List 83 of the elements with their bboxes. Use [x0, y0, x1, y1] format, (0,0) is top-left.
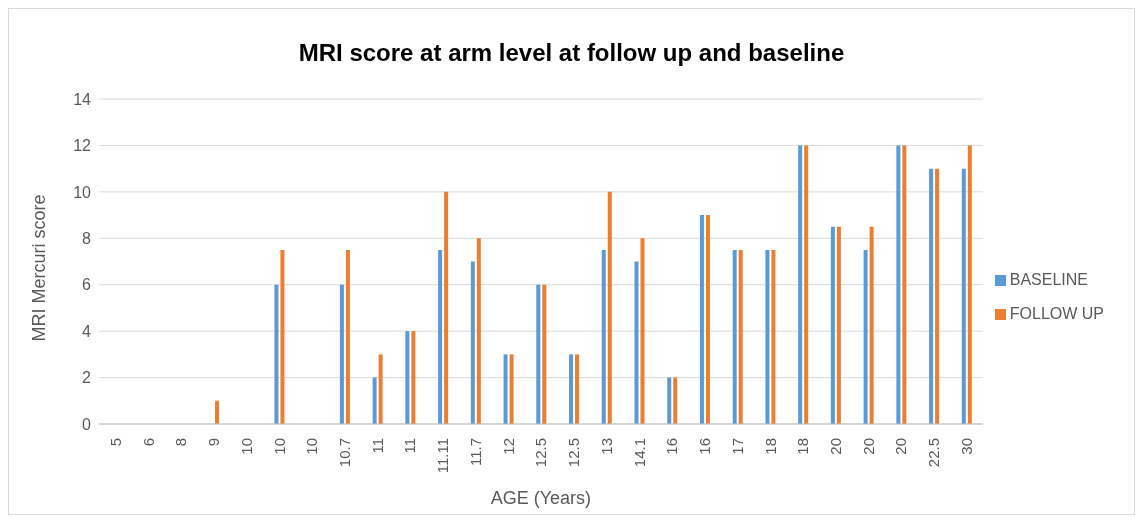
bar — [738, 249, 743, 424]
x-tick-label: 10 — [270, 438, 288, 455]
bar — [869, 226, 874, 424]
y-tick-label: 14 — [73, 90, 92, 108]
bar — [476, 238, 481, 424]
bar — [411, 331, 416, 424]
bar — [967, 145, 972, 424]
legend-label: BASELINE — [1009, 270, 1089, 288]
x-tick-label: 11.7 — [466, 438, 484, 467]
bar — [705, 215, 710, 424]
bar — [575, 354, 580, 424]
chart-title: MRI score at arm level at follow up and baseline — [297, 38, 846, 68]
bar — [804, 145, 809, 424]
x-axis-title: AGE (Years) — [490, 488, 592, 508]
x-tick-label: 22.5 — [925, 438, 943, 468]
bar — [771, 249, 776, 424]
x-tick-label: 16 — [696, 438, 714, 455]
y-tick-label: 8 — [82, 229, 92, 247]
bar — [640, 238, 645, 424]
bar — [345, 249, 350, 424]
x-tick-label: 8 — [172, 438, 190, 447]
bar — [634, 261, 639, 424]
bar — [378, 354, 383, 424]
bar — [536, 284, 541, 424]
bar — [509, 354, 514, 424]
bar — [896, 145, 901, 424]
bar — [280, 249, 285, 424]
x-tick-label: 10 — [303, 438, 321, 455]
bar — [542, 284, 547, 424]
bar — [902, 145, 907, 424]
bar — [214, 400, 219, 424]
y-tick-label: 4 — [82, 322, 92, 340]
bar — [274, 284, 279, 424]
x-tick-label: 12.5 — [565, 438, 583, 468]
x-tick-label: 10.7 — [335, 438, 353, 468]
bar — [836, 226, 841, 424]
x-tick-label: 16 — [663, 438, 681, 455]
x-tick-label: 14.1 — [630, 438, 648, 468]
x-tick-label: 11.11 — [434, 438, 452, 474]
bar — [339, 284, 344, 424]
x-tick-label: 20 — [859, 438, 877, 455]
bar — [372, 377, 377, 424]
x-tick-label: 17 — [728, 438, 746, 455]
bar — [863, 249, 868, 424]
legend-label: FOLLOW UP — [1009, 304, 1104, 322]
x-tick-label: 6 — [139, 438, 157, 447]
bar — [765, 249, 770, 424]
bar — [732, 249, 737, 424]
bar — [503, 354, 508, 424]
bar — [601, 249, 606, 424]
bar — [929, 168, 934, 424]
bar — [673, 377, 678, 424]
x-tick-label: 11 — [368, 438, 386, 454]
y-tick-label: 2 — [82, 369, 92, 387]
bar — [830, 226, 835, 424]
y-tick-label: 10 — [73, 183, 92, 201]
x-tick-label: 13 — [597, 438, 615, 455]
x-tick-label: 10 — [237, 438, 255, 455]
bar — [699, 215, 704, 424]
bar — [569, 354, 574, 424]
y-axis-title: MRI Mercuri score — [29, 194, 50, 342]
bar — [444, 191, 449, 424]
bar — [405, 331, 410, 424]
x-tick-label: 20 — [826, 438, 844, 455]
x-tick-label: 9 — [205, 438, 223, 447]
x-tick-label: 5 — [106, 438, 124, 447]
x-tick-label: 30 — [957, 438, 975, 455]
x-tick-label: 11 — [401, 438, 419, 454]
y-tick-label: 0 — [82, 415, 92, 433]
bar — [470, 261, 475, 424]
x-tick-label: 18 — [761, 438, 779, 455]
bar — [667, 377, 672, 424]
bar — [798, 145, 803, 424]
x-tick-label: 20 — [892, 438, 910, 455]
bar — [961, 168, 966, 424]
bar — [607, 191, 612, 424]
y-tick-label: 6 — [82, 276, 92, 294]
bar — [935, 168, 940, 424]
x-tick-label: 12.5 — [532, 438, 550, 468]
x-tick-label: 12 — [499, 438, 517, 455]
y-tick-label: 12 — [73, 137, 92, 155]
bar — [438, 249, 443, 424]
x-tick-label: 18 — [794, 438, 812, 455]
